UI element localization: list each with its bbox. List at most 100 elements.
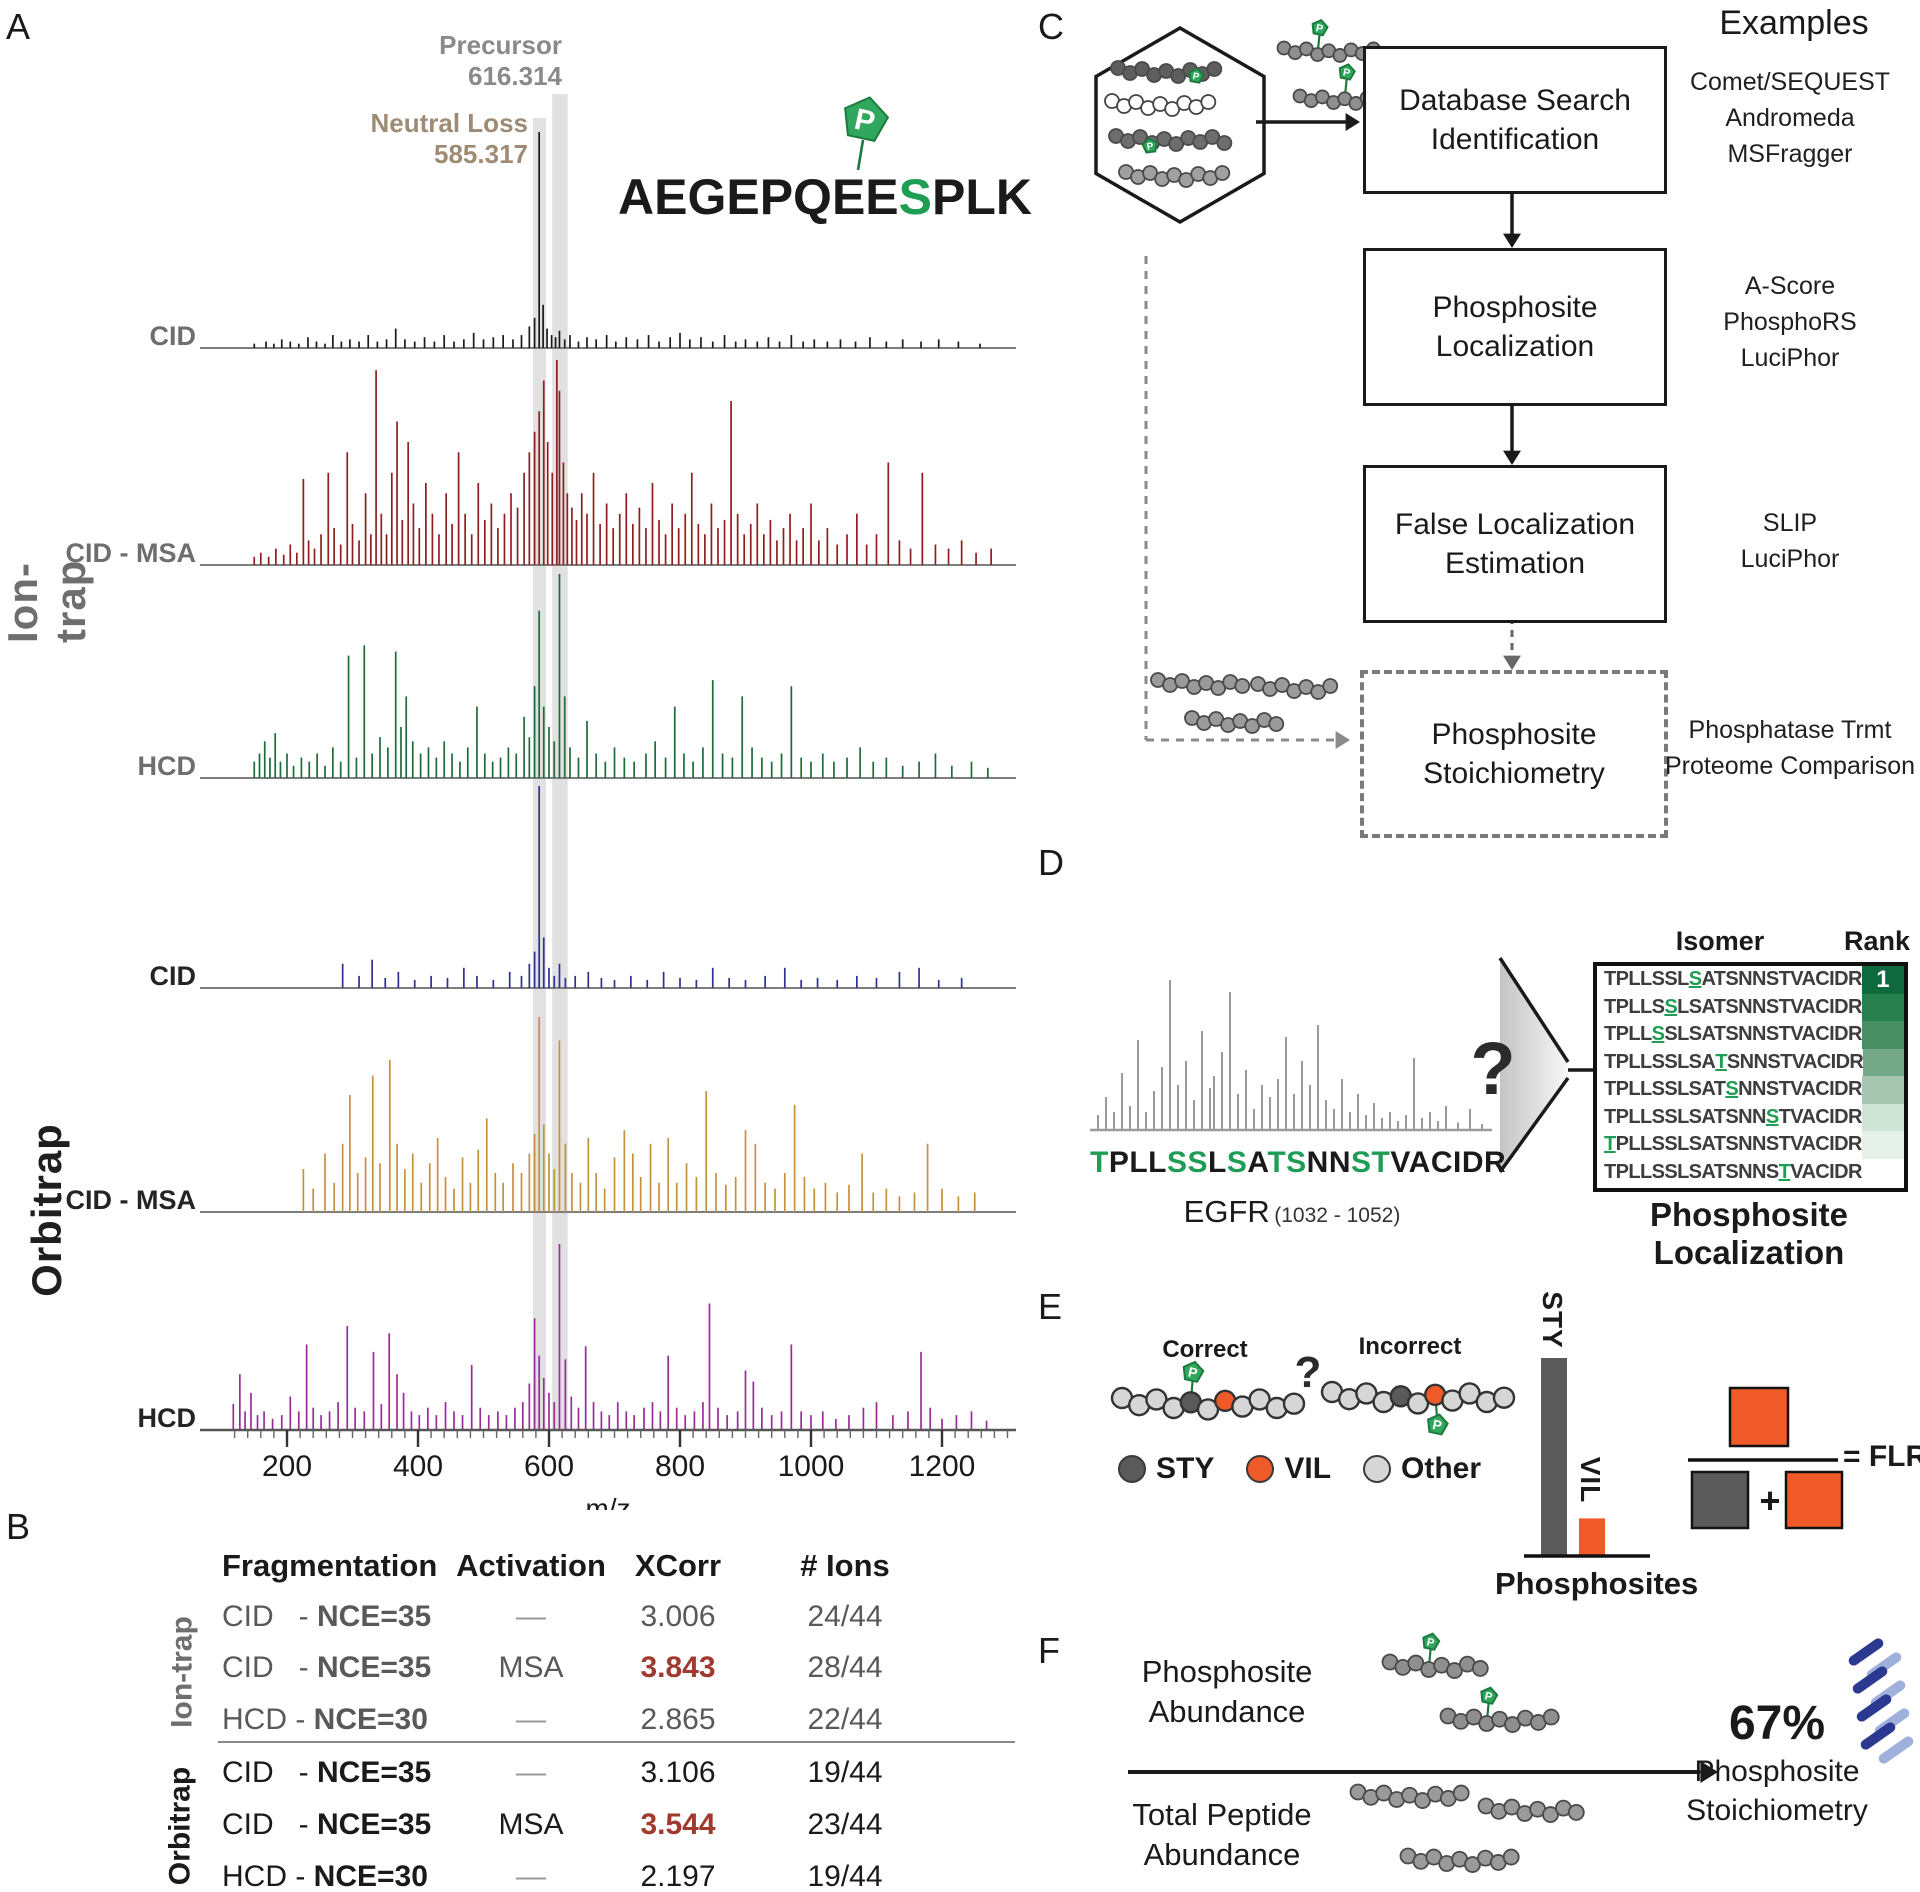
xcorr-cell: 3.843 [640,1651,716,1684]
spectrum-it_cidmsa: CID - MSA [66,360,1016,568]
spectrum-ot_cid: CID [150,786,1016,991]
isomer-row: TPLLSSLSATSNNSTVACIDR [1597,1021,1904,1049]
legend-label: VIL [1284,1452,1332,1485]
phosphosites-axis-label: Phosphosites [1495,1566,1699,1601]
examples-title: Examples [1719,4,1869,42]
panel-b-label: B [6,1506,31,1547]
example-tool: Phosphatase Trmt [1688,716,1892,744]
rank-cell [1861,1021,1904,1049]
phospho-flag-icon: P [844,96,890,142]
spectrum-ot_cidmsa: CID - MSA [66,1017,1016,1215]
residue: A [1247,1146,1268,1179]
ions-cell: 19/44 [807,1756,883,1789]
xcorr-cell: 3.006 [640,1600,716,1633]
rank-cell [1861,1076,1904,1104]
ions-cell: 24/44 [807,1600,883,1633]
precursor-label: Precursor [439,30,562,60]
unmodified-peptide-chain [1150,672,1251,696]
axis-tick-label: 1000 [778,1450,845,1483]
isomer-row: TPLLSSLSATSNNSTVACIDR [1597,1158,1904,1186]
rank-cell: 1 [1861,966,1904,994]
isomer-sequence: TPLLSSLSATSNNSTVACIDR [1604,1023,1862,1046]
col-header-fragmentation: Fragmentation [222,1548,438,1583]
table-row: HCD - NCE=30 — 2.865 22/44 [0,1697,1030,1743]
isomer-row: TPLLSSLSATSNNSTVACIDR [1597,1131,1904,1159]
residue: R [1484,1146,1507,1179]
total-peptide-abundance-label: Total Peptide Abundance [1112,1795,1332,1875]
rank-cell [1861,993,1904,1021]
phospho-flag-icon: P [1141,137,1158,154]
xcorr-cell: 2.865 [640,1703,716,1736]
peptide-phospho-residue: S [898,169,932,225]
activation-cell: MSA [498,1651,564,1684]
spectrum-label-ot_cid: CID [150,961,197,991]
axis-tick-label: 1200 [909,1450,976,1483]
example-tool: Andromeda [1725,104,1855,132]
label-line: Abundance [1143,1837,1301,1872]
flow-box-line: Database Search [1399,84,1631,117]
isomer-row: TPLLSSLSATSNNSTVACIDR [1597,993,1904,1021]
orbitrap-group-label: Orbitrap [23,1123,70,1297]
panel-c-label: C [1038,6,1064,47]
phospho-flag-icon: P [1480,1686,1499,1705]
precursor-annotation: Precursor 616.314 [402,30,562,92]
activation-cell: MSA [498,1808,564,1841]
label-line: Abundance [1148,1694,1306,1729]
panel-a-label: A [6,6,31,47]
residue: S [1286,1146,1307,1179]
neutral-loss-value: 585.317 [434,139,528,169]
spectrum-label-it_cidmsa: CID - MSA [66,538,197,568]
isomer-sequence: TPLLSSLSATSNNSTVACIDR [1604,968,1862,991]
neutral-loss-label: Neutral Loss [370,108,529,138]
example-tool: A-Score [1744,272,1836,300]
label-line: Phosphosite [1141,1654,1313,1689]
flow-box-line: Estimation [1444,547,1586,580]
panel-e-label: E [1038,1286,1063,1327]
hexagon-chain-white [1104,93,1217,117]
ions-cell: 23/44 [807,1808,883,1841]
residue: D [1461,1146,1485,1179]
col-header-ions: # Ions [800,1548,890,1583]
funnel-bottom-edge [1498,1076,1570,1174]
ions-cell: 19/44 [807,1860,883,1892]
isomer-sequence: TPLLSSLSATSNNSTVACIDR [1604,1050,1864,1073]
rank-header: Rank [1843,926,1911,956]
spectrum-label-ot_hcd: HCD [138,1403,197,1433]
phosphosite-localization-title: Phosphosite Localization [1649,1196,1849,1271]
residue: P [1108,1146,1130,1179]
flow-box-line: False Localization [1394,508,1636,541]
sty-bar [1541,1358,1567,1556]
residue: L [1129,1146,1149,1179]
sty-bar-label: STY [1537,1291,1568,1349]
example-tool: PhosphoRS [1723,308,1857,336]
phospho-flag-icon: P [1182,1360,1205,1383]
egfr-peptide-sequence: TPLLSSLSATSNNSTVACIDR [1090,1146,1506,1180]
egfr-protein-caption: EGFR (1032 - 1052) [1090,1194,1494,1230]
rank-cell [1861,1158,1904,1186]
legend-item-other: Other [1363,1452,1481,1486]
hexagon-chain-dark [1110,60,1223,84]
ions-cell: 22/44 [807,1703,883,1736]
legend-label: STY [1156,1452,1215,1485]
rank-cell [1861,1103,1904,1131]
vil-bar [1579,1518,1605,1556]
label-line: Phosphosite [1694,1755,1860,1788]
col-header-activation: Activation [456,1548,606,1583]
xcorr-cell: 3.106 [640,1756,716,1789]
sample-hexagon-icon [1094,25,1266,225]
residue: N [1328,1146,1352,1179]
isomer-row: TPLLSSLSATSNNSTVACIDR [1597,1076,1904,1104]
isomer-sequence: TPLLSSLSATSNNSTVACIDR [1604,1078,1862,1101]
residue: N [1306,1146,1329,1179]
spectrum-label-ot_cidmsa: CID - MSA [66,1185,197,1215]
xcorr-cell: 3.544 [640,1808,716,1841]
legend-label: Other [1401,1452,1482,1485]
rank-cell [1863,1048,1904,1076]
examples-block: Comet/SEQUEST Andromeda MSFragger [1660,64,1920,172]
isomer-rank-table: TPLLSSLSATSNNSTVACIDR 1 TPLLSSLSATSNNSTVAC… [1593,962,1908,1192]
precursor-value: 616.314 [468,61,562,91]
flow-box-line: Localization [1435,330,1595,363]
example-tool: LuciPhor [1740,344,1840,372]
legend-dot-icon [1246,1455,1275,1483]
spectrum-label-it_cid: CID [150,321,197,351]
